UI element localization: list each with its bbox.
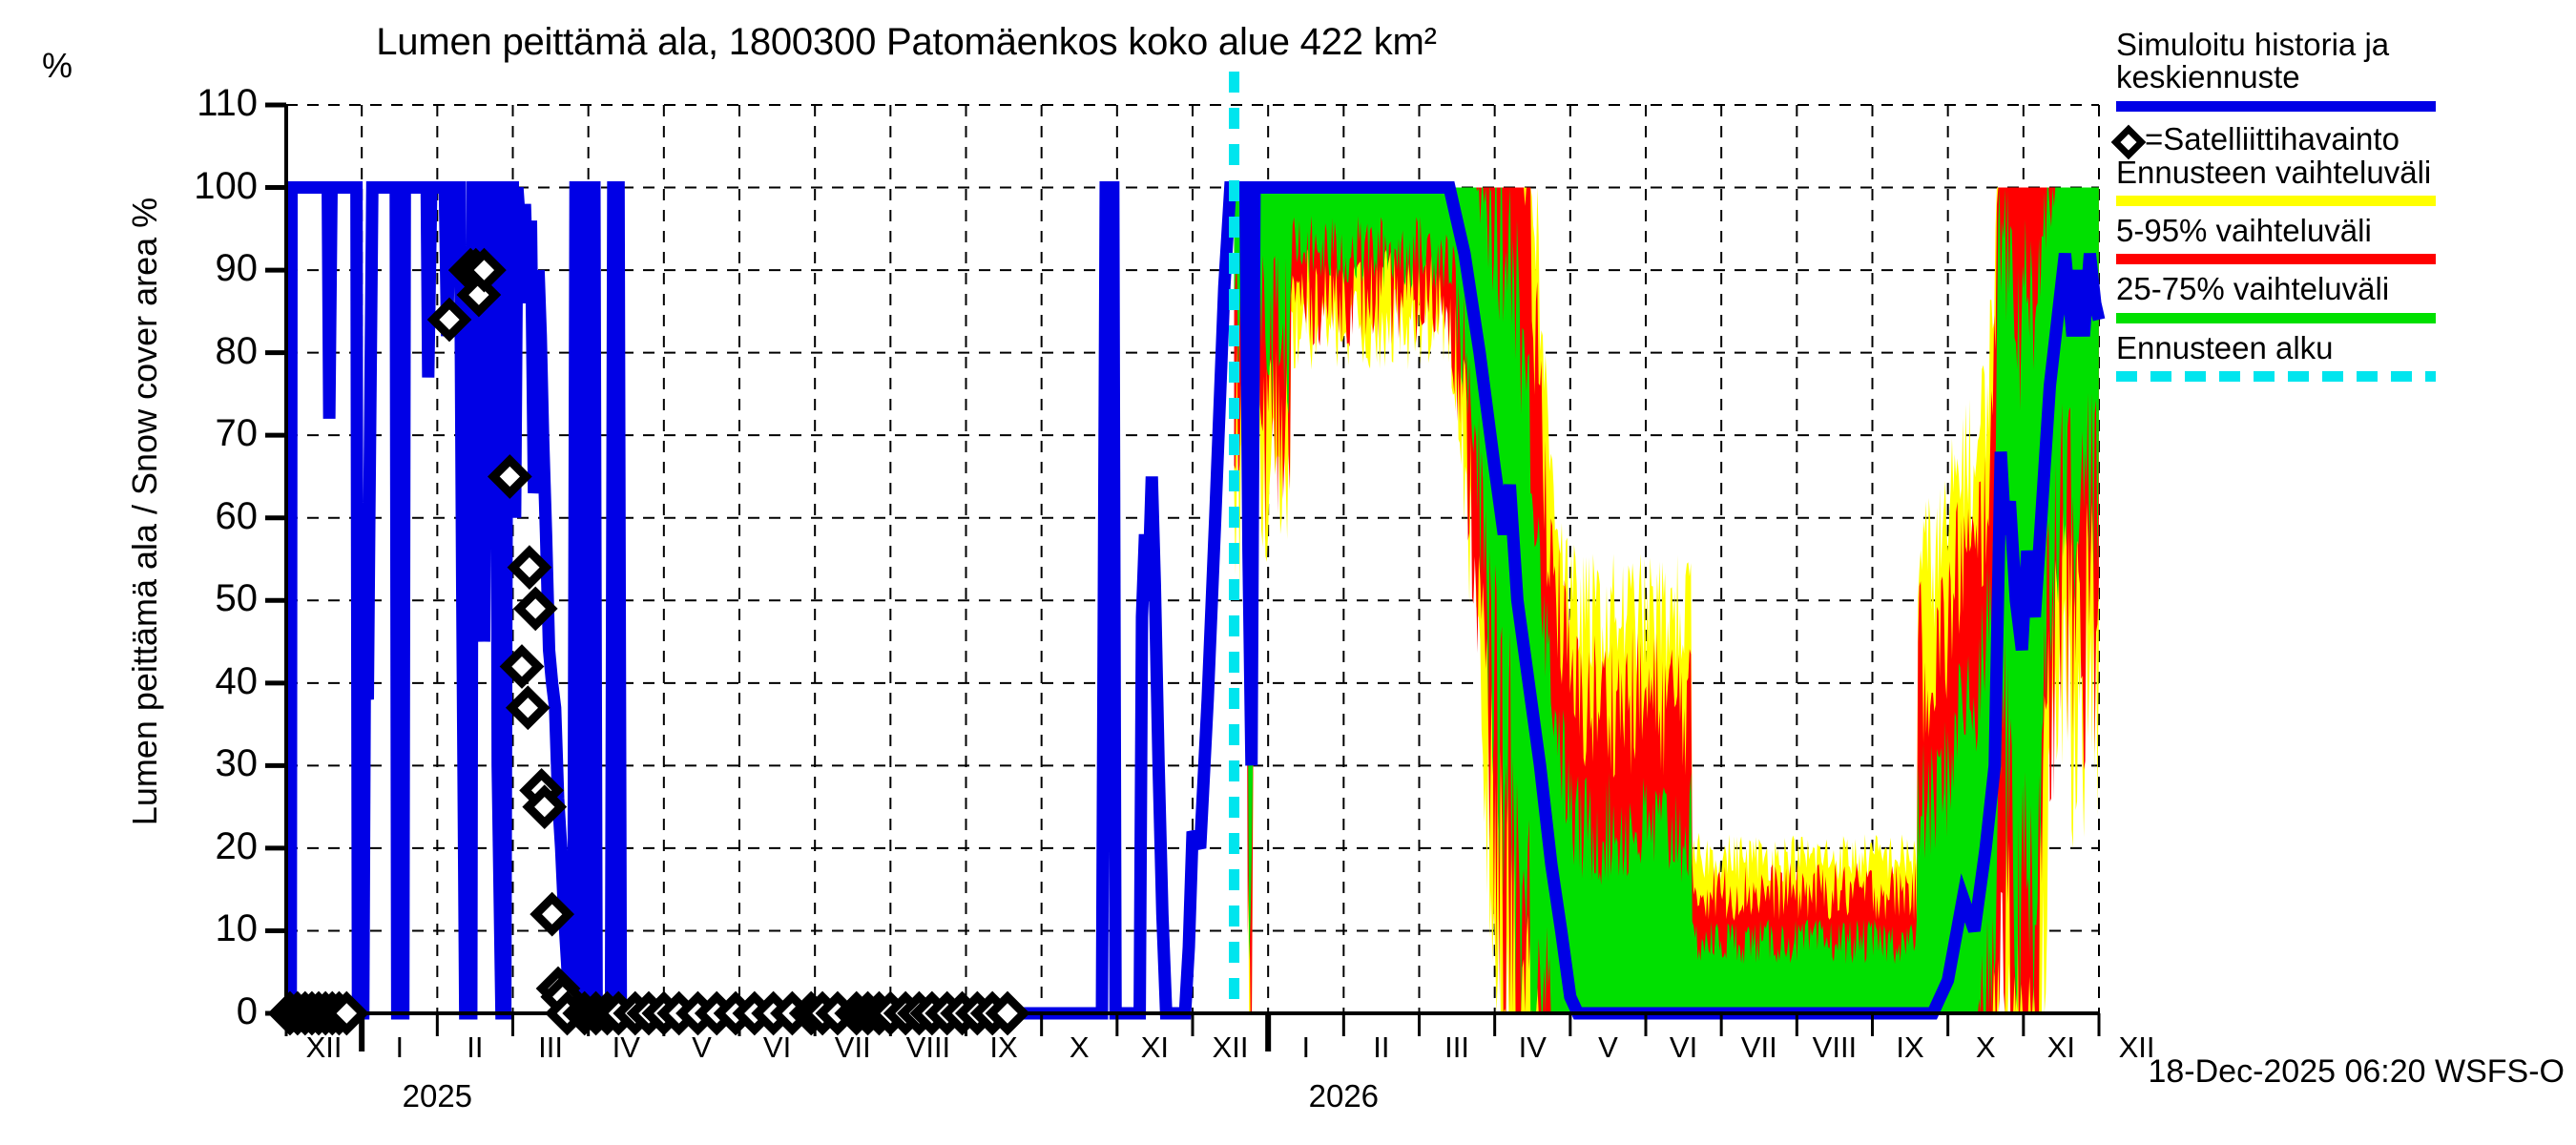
y-tick-label: 90 <box>215 247 259 290</box>
x-tick-label: VIII <box>1812 1030 1858 1064</box>
y-tick-label: 50 <box>215 577 259 620</box>
x-tick-label: VI <box>762 1030 792 1064</box>
legend-entry: =Satelliittihavainto <box>2110 120 2565 160</box>
x-tick-label: IV <box>1518 1030 1547 1064</box>
legend-entry: Ennusteen alku <box>2116 329 2565 382</box>
satellite-observation-marker <box>985 990 1030 1036</box>
footer-timestamp: 18-Dec-2025 06:20 WSFS-O <box>2148 1053 2565 1090</box>
legend-swatch <box>2116 312 2436 323</box>
x-tick-label: V <box>692 1030 712 1064</box>
page-title: Lumen peittämä ala, 1800300 Patomäenkos … <box>376 21 1437 63</box>
x-tick-label: X <box>1069 1030 1090 1064</box>
y-tick-label: 60 <box>215 494 259 537</box>
x-tick-label: III <box>1444 1030 1469 1064</box>
legend-entry: 5-95% vaihteluväli <box>2116 212 2565 265</box>
x-tick-label: XII <box>305 1030 343 1064</box>
x-tick-label: I <box>395 1030 405 1064</box>
legend-entry: 25-75% vaihteluväli <box>2116 271 2565 323</box>
y-tick-label: 30 <box>215 742 259 785</box>
y-tick-label: 80 <box>215 329 259 372</box>
legend-entry: Simuloitu historia ja keskiennuste <box>2116 27 2565 112</box>
legend-label: Ennusteen vaihteluväli <box>2116 154 2432 190</box>
x-tick-label: VII <box>1740 1030 1777 1064</box>
x-tick-label: IV <box>612 1030 640 1064</box>
x-tick-label: XI <box>1140 1030 1170 1064</box>
y-axis-ticks: 0 10 20 30 40 50 60 70 80 90 100 110 <box>95 0 258 1145</box>
y-tick-label: 40 <box>215 659 259 702</box>
x-tick-label: II <box>467 1030 484 1064</box>
satellite-observation-marker <box>530 891 575 937</box>
y-tick-label: 100 <box>194 164 258 207</box>
legend-swatch <box>2116 254 2436 265</box>
x-axis-year-label: 2025 <box>402 1078 473 1114</box>
satellite-observation-marker <box>507 545 552 591</box>
satellite-observation-marker <box>522 784 568 829</box>
x-tick-label: I <box>1301 1030 1311 1064</box>
legend-swatch <box>2116 100 2436 112</box>
x-tick-label: XII <box>1212 1030 1249 1064</box>
satellite-observation-marker <box>426 297 472 343</box>
x-tick-label: III <box>538 1030 563 1064</box>
legend-label: 25-75% vaihteluväli <box>2116 271 2390 307</box>
y-tick-label: 110 <box>197 82 258 124</box>
satellite-observation-marker <box>487 454 532 499</box>
legend-label: Ennusteen alku <box>2116 329 2334 365</box>
x-axis-year-label: 2026 <box>1308 1078 1380 1114</box>
x-tick-label: II <box>1373 1030 1390 1064</box>
legend-label: 5-95% vaihteluväli <box>2116 212 2372 248</box>
satellite-observation-marker <box>462 247 507 293</box>
x-tick-label: VII <box>834 1030 871 1064</box>
satellite-observation-marker <box>505 685 551 731</box>
x-tick-label: IX <box>1896 1030 1924 1064</box>
band-25-75 <box>1234 187 2099 1013</box>
legend-swatch <box>2116 195 2436 206</box>
y-axis-units: % <box>42 46 73 85</box>
y-tick-label: 0 <box>236 990 258 1032</box>
legend-swatch <box>2116 370 2436 382</box>
x-tick-label: IX <box>989 1030 1018 1064</box>
y-tick-label: 10 <box>215 907 259 950</box>
x-tick-label: XI <box>2046 1030 2076 1064</box>
x-tick-label: VIII <box>905 1030 951 1064</box>
legend-label: =Satelliittihavainto <box>2145 120 2399 156</box>
satellite-observation-marker <box>512 586 558 632</box>
x-tick-label: VI <box>1669 1030 1698 1064</box>
x-tick-label: XII <box>2118 1030 2155 1064</box>
satellite-observation-marker <box>499 644 545 689</box>
y-tick-label: 70 <box>215 412 259 455</box>
y-tick-label: 20 <box>215 824 259 867</box>
legend-label: Simuloitu historia ja keskiennuste <box>2116 27 2390 95</box>
x-tick-label: V <box>1598 1030 1618 1064</box>
x-tick-label: X <box>1975 1030 1996 1064</box>
satellite-observation-marker <box>323 990 369 1036</box>
chart-legend: Simuloitu historia ja keskiennuste =Satel… <box>2110 27 2565 390</box>
legend-entry: Ennusteen vaihteluväli <box>2116 156 2565 206</box>
